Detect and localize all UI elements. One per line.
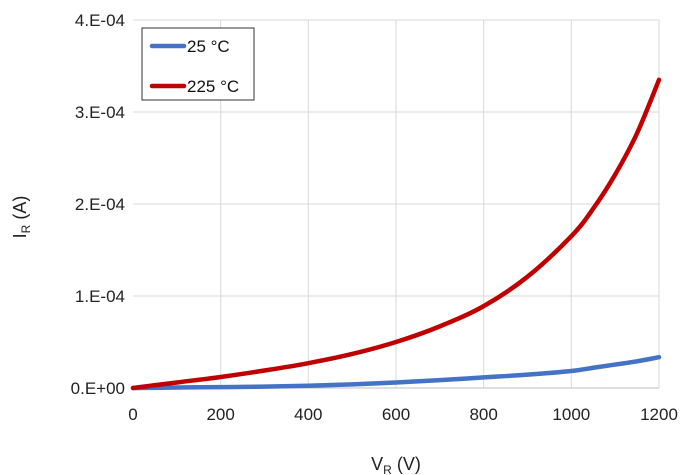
x-tick-label: 1000: [552, 405, 590, 424]
legend-label-225c: 225 °C: [187, 77, 239, 96]
x-tick-label: 0: [128, 405, 137, 424]
y-tick-label: 3.E-04: [75, 103, 125, 122]
x-tick-label: 800: [469, 405, 497, 424]
series-line-0: [130, 354, 662, 391]
y-tick-label: 2.E-04: [75, 195, 125, 214]
series-lines: [130, 77, 662, 391]
y-tick-label: 4.E-04: [75, 11, 125, 30]
y-tick-label: 1.E-04: [75, 287, 125, 306]
x-axis-title: VR (V): [371, 454, 421, 475]
series-line-1: [130, 77, 662, 391]
tick-labels: 0 200 400 600 800 1000 1200 0.E+00 1.E-04 2.E-04 3…: [71, 11, 678, 424]
x-tick-label: 1200: [640, 405, 678, 424]
y-tick-label: 0.E+00: [71, 379, 125, 398]
y-axis-title: IR (A): [10, 196, 33, 239]
legend-label-25c: 25 °C: [187, 37, 230, 56]
x-tick-label: 600: [382, 405, 410, 424]
x-tick-label: 400: [294, 405, 322, 424]
x-tick-label: 200: [206, 405, 234, 424]
legend: 25 °C 225 °C: [141, 27, 255, 101]
